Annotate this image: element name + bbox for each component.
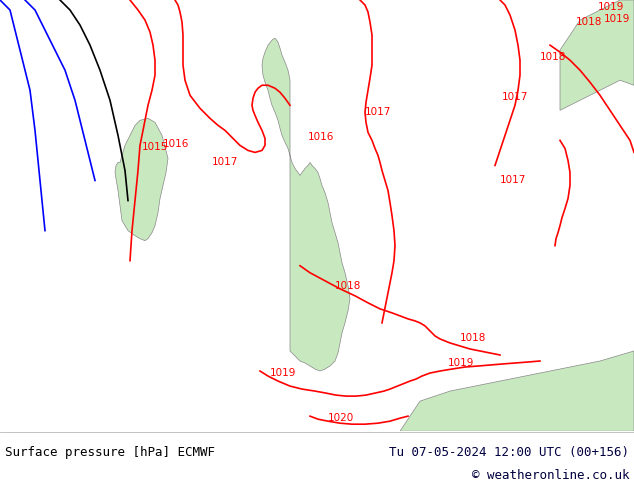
Text: 1018: 1018: [540, 52, 566, 62]
Polygon shape: [400, 351, 634, 431]
Polygon shape: [115, 118, 168, 241]
Text: 1017: 1017: [365, 107, 391, 117]
Text: 1016: 1016: [163, 140, 190, 149]
Text: 1019: 1019: [448, 358, 474, 368]
Text: 1019: 1019: [598, 2, 624, 12]
Text: 1018: 1018: [576, 17, 602, 27]
Text: 1018: 1018: [335, 281, 361, 291]
Text: 1016: 1016: [308, 132, 334, 143]
Polygon shape: [262, 38, 350, 371]
Text: 1015: 1015: [142, 143, 169, 152]
Text: Surface pressure [hPa] ECMWF: Surface pressure [hPa] ECMWF: [5, 445, 215, 459]
Text: Tu 07-05-2024 12:00 UTC (00+156): Tu 07-05-2024 12:00 UTC (00+156): [389, 445, 629, 459]
Text: 1018: 1018: [460, 333, 486, 343]
Text: © weatheronline.co.uk: © weatheronline.co.uk: [472, 468, 629, 482]
Text: 1019: 1019: [604, 14, 630, 24]
Text: 1020: 1020: [328, 413, 354, 423]
Polygon shape: [560, 0, 634, 110]
Text: 1017: 1017: [212, 157, 238, 168]
Text: 1017: 1017: [500, 174, 526, 185]
Text: 1017: 1017: [502, 92, 528, 102]
Text: 1019: 1019: [270, 368, 296, 378]
